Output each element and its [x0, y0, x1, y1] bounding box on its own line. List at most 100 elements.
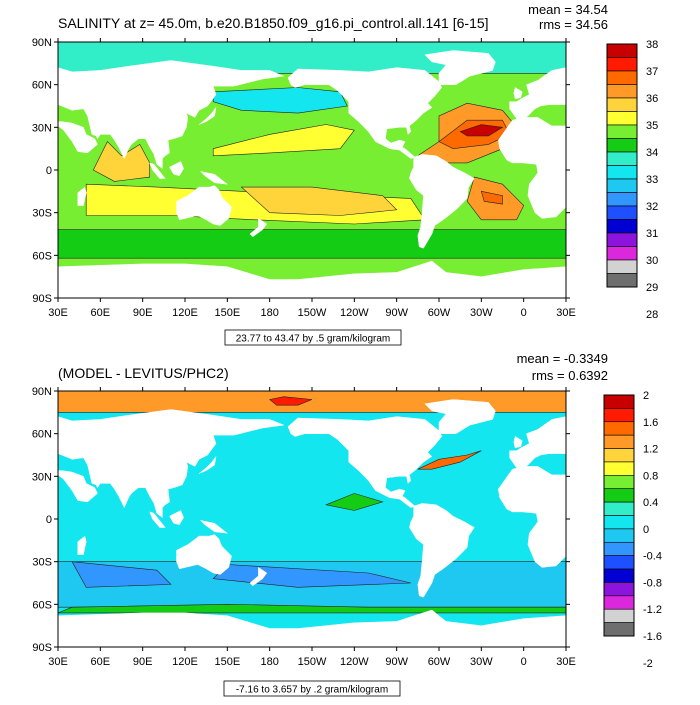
gulf-stream	[417, 450, 482, 470]
footnote-text: -7.16 to 3.657 by .2 gram/kilogram	[236, 685, 388, 696]
colorbar-swatch	[603, 541, 635, 556]
colorbar-swatch	[606, 246, 638, 261]
lon-tick-label: 120E	[172, 307, 198, 319]
indian-north	[92, 141, 150, 182]
colorbar-swatch	[603, 501, 635, 516]
lon-tick-label: 150E	[214, 656, 240, 668]
lon-tick-label: 60E	[91, 656, 111, 668]
panel-difference: (MODEL - LEVITUS/PHC2) mean = -0.3349 rm…	[32, 351, 662, 697]
australia-landmass	[176, 534, 232, 575]
lat-tick-label: 30S	[32, 208, 52, 220]
eurasia-landmass	[58, 409, 285, 519]
eurasia-landmass	[58, 60, 285, 170]
lat-tick-label: 30S	[32, 557, 52, 569]
colorbar-swatch	[606, 124, 638, 139]
colorbar-swatch	[606, 138, 638, 153]
colorbar-label: 36	[646, 93, 658, 105]
panel-title: (MODEL - LEVITUS/PHC2)	[58, 365, 229, 381]
panel-salinity: SALINITY at z= 45.0m, b.e20.B1850.f09_g1…	[32, 2, 658, 346]
colorbar-label: -2	[643, 658, 653, 670]
footnote-box: -7.16 to 3.657 by .2 gram/kilogram	[223, 680, 401, 697]
colorbar-label: 2	[643, 390, 649, 402]
colorbar-swatch	[606, 43, 638, 58]
lat-tick-label: 0	[46, 165, 52, 177]
lat-tick-label: 30N	[32, 122, 52, 134]
mean-value: mean = 34.54	[528, 2, 608, 17]
lon-tick-label: 30E	[48, 307, 68, 319]
ocean-field	[58, 42, 566, 298]
colorbar-label: -0.4	[643, 551, 662, 563]
lon-tick-label: 30E	[556, 656, 576, 668]
lon-tick-label: 150E	[214, 307, 240, 319]
colorbar-label: 0.4	[643, 497, 658, 509]
arabia-horn-landmass	[58, 470, 98, 503]
lon-tick-label: 90W	[385, 656, 408, 668]
colorbar-swatch	[603, 421, 635, 436]
new-zealand-landmass	[249, 217, 268, 238]
south-america-landmass	[409, 503, 475, 598]
lat-tick-label: 90N	[32, 37, 52, 49]
colorbar-swatch	[603, 434, 635, 449]
footnote-box: 23.77 to 43.47 by .5 gram/kilogram	[224, 329, 402, 346]
colorbar-swatch	[606, 84, 638, 99]
lon-tick-label: 90E	[133, 307, 153, 319]
lon-tick-label: 180	[260, 307, 278, 319]
lon-tick-label: 120W	[340, 656, 369, 668]
borneo-landmass	[169, 161, 184, 176]
positive-patch-pacific	[325, 493, 384, 511]
colorbar-swatch	[603, 515, 635, 530]
colorbar-label: 29	[646, 282, 658, 294]
colorbar-label: 0	[643, 524, 649, 536]
lat-tick-label: 60N	[32, 80, 52, 92]
antarctica-landmass	[58, 609, 566, 647]
rms-value: rms = 34.56	[539, 17, 608, 32]
colorbar-swatch	[606, 178, 638, 193]
colorbar-swatch	[606, 97, 638, 112]
colorbar-label: 1.2	[643, 444, 658, 456]
colorbar-swatch	[603, 448, 635, 463]
colorbar-swatch	[606, 165, 638, 180]
antarctica-landmass	[58, 260, 566, 298]
colorbar-swatch	[606, 151, 638, 166]
lon-tick-label: 60W	[428, 307, 451, 319]
colorbar-swatch	[606, 273, 638, 288]
panel-title: SALINITY at z= 45.0m, b.e20.B1850.f09_g1…	[58, 15, 489, 31]
lon-tick-label: 90E	[133, 656, 153, 668]
colorbar-label: -1.2	[643, 604, 662, 616]
greenland-landmass	[424, 399, 496, 434]
salinity-colorbar: 38 37 36 35 34 33 32 31 30 29 28	[606, 39, 658, 321]
colorbar-label: 30	[646, 255, 658, 267]
ocean-field	[58, 391, 566, 647]
colorbar-swatch	[603, 488, 635, 503]
atlantic-max	[459, 124, 504, 137]
colorbar-swatch	[603, 394, 635, 409]
positive-patch-southern	[58, 603, 566, 614]
salinity-map: 90N 60N 30N 0 30S 60S 90S 30E 60E 90E 120E 150E 180 1…	[32, 37, 576, 319]
colorbar-frame	[606, 43, 638, 288]
colorbar-swatch	[603, 622, 635, 637]
colorbar-label: 34	[646, 147, 658, 159]
new-zealand-landmass	[249, 566, 268, 587]
new-guinea-landmass	[199, 519, 229, 534]
colorbar-swatch	[606, 70, 638, 85]
difference-map: 90N 60N 30N 0 30S 60S 90S 30E 60E 90E 120E 150E 180 1…	[32, 386, 576, 668]
colorbar-swatch	[606, 205, 638, 220]
lon-tick-label: 120W	[340, 307, 369, 319]
japan-landmass	[198, 107, 217, 125]
north-pacific-high	[212, 124, 355, 157]
uk-landmass	[513, 87, 523, 100]
lat-tick-label: 90S	[32, 293, 52, 305]
negative-patch-indian	[71, 561, 172, 588]
difference-colorbar: 2 1.6 1.2 0.8 0.4 0 -0.4 -0.8 -1.2 -1.6 -2	[603, 390, 662, 670]
lon-tick-label: 30E	[556, 307, 576, 319]
colorbar-label: -1.6	[643, 631, 662, 643]
colorbar-swatch	[603, 582, 635, 597]
colorbar-label: 28	[646, 309, 658, 321]
madagascar-landmass	[77, 535, 87, 555]
colorbar-label: 38	[646, 39, 658, 51]
lon-tick-label: 90W	[385, 307, 408, 319]
lon-tick-label: 120E	[172, 656, 198, 668]
colorbar-swatch	[603, 595, 635, 610]
mean-value: mean = -0.3349	[517, 351, 608, 366]
lon-tick-label: 30E	[48, 656, 68, 668]
